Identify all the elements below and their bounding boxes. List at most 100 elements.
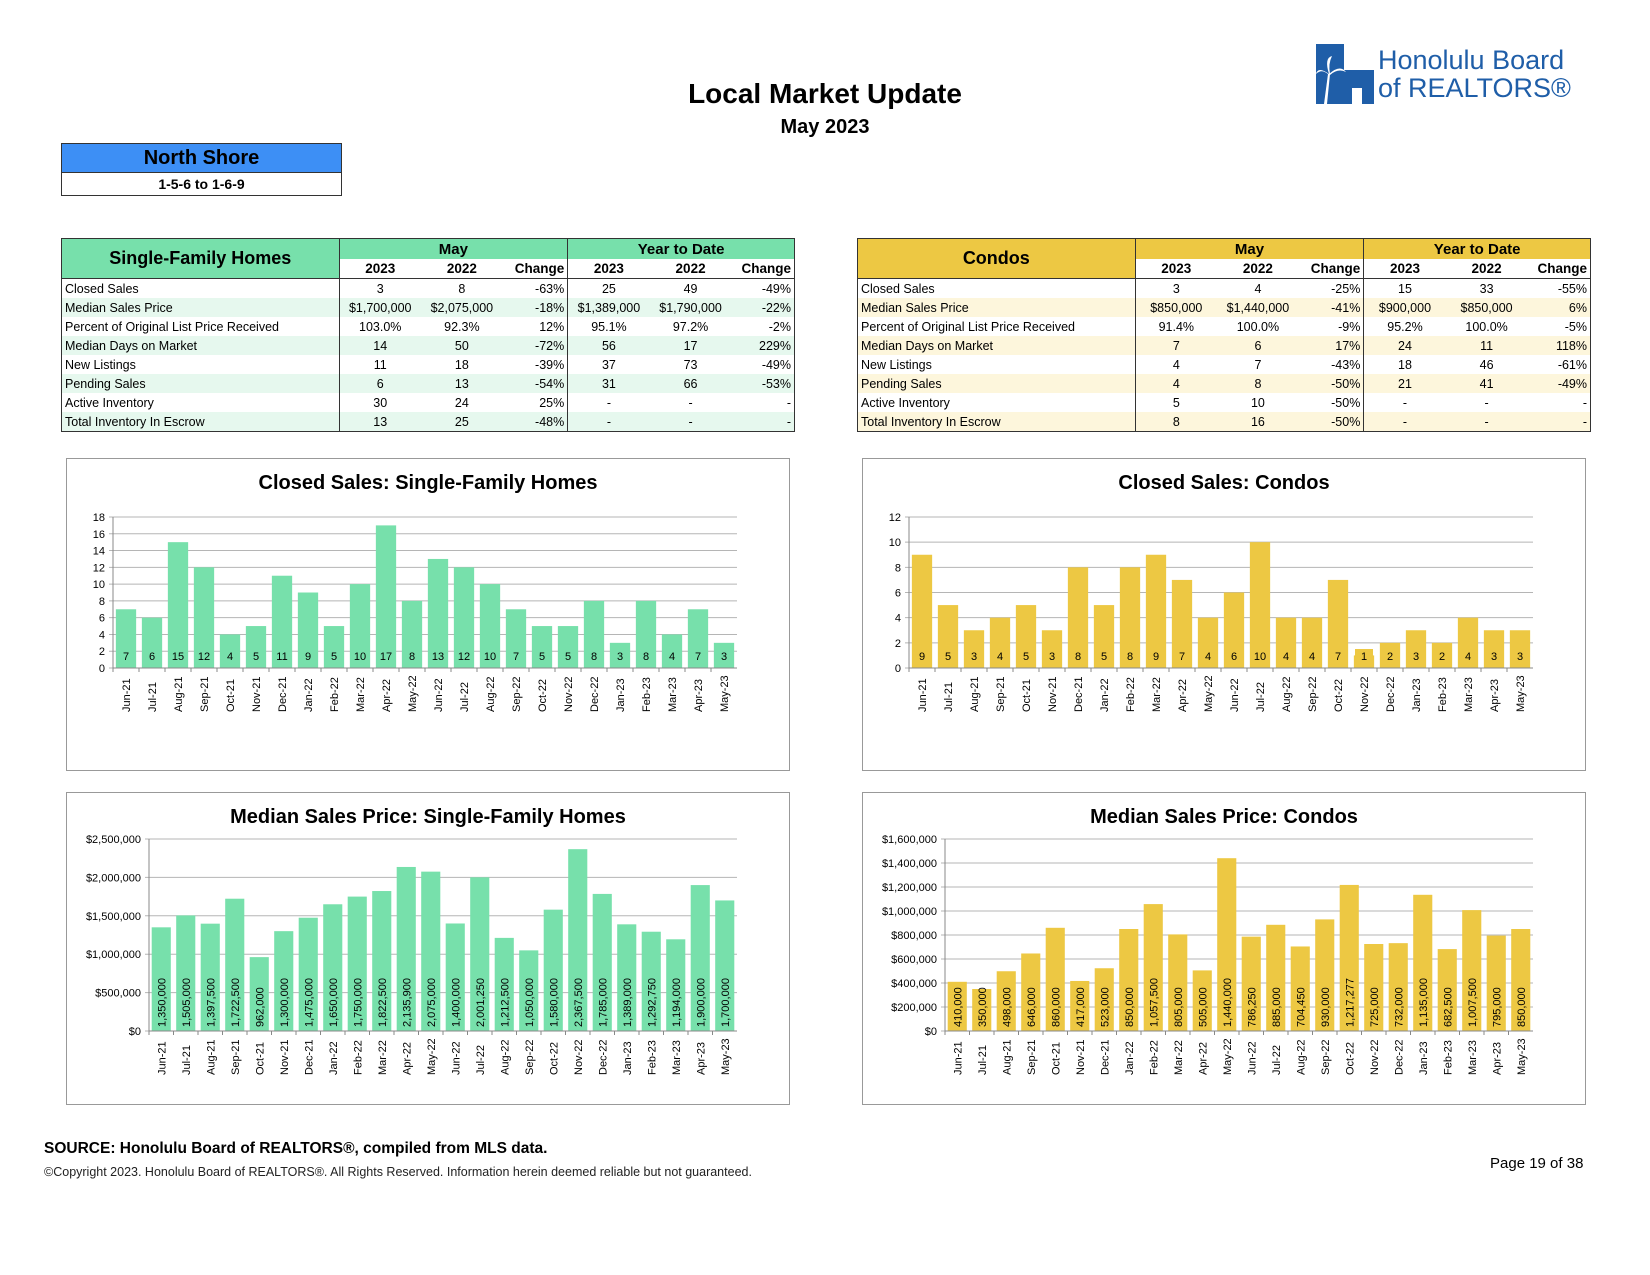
data-label: 8: [643, 651, 649, 663]
data-label: 850,000: [1516, 987, 1528, 1027]
x-tick-label: Aug-21: [969, 677, 981, 712]
data-label-bg: [559, 649, 577, 663]
x-tick-label: Feb-23: [1437, 677, 1449, 712]
bar: [1266, 924, 1286, 1031]
bar: [1171, 579, 1193, 668]
table-cell: 95.2%: [1363, 317, 1446, 336]
bar: [1143, 904, 1163, 1031]
x-tick-label: Dec-22: [1393, 1040, 1405, 1075]
table-cell: 21: [1363, 374, 1446, 393]
table-cell: 17: [649, 336, 732, 355]
data-label: 350,000: [977, 987, 989, 1027]
sfh-stats-table: Single-Family Homes May Year to Date 202…: [61, 238, 795, 432]
bar: [1145, 554, 1167, 668]
row-label: Percent of Original List Price Received: [857, 317, 1136, 336]
y-tick-label: 8: [895, 562, 901, 574]
x-tick-label: Nov-21: [279, 1040, 291, 1075]
data-label-bg: [1459, 649, 1477, 663]
data-label: 505,000: [1197, 987, 1209, 1027]
x-tick-label: Jul-21: [181, 1045, 193, 1075]
data-label-bg: [429, 649, 447, 663]
data-label: 646,000: [1026, 987, 1038, 1027]
x-tick-label: Dec-22: [1385, 677, 1397, 712]
table-row: Pending Sales 4 8 -50% 21 41 -49%: [857, 374, 1591, 393]
y-tick-label: 6: [99, 613, 105, 625]
bar: [1217, 858, 1237, 1031]
data-label: 3: [721, 651, 727, 663]
data-label: 4: [1465, 651, 1471, 663]
table-cell: 12%: [502, 317, 568, 336]
row-label: Median Sales Price: [61, 298, 340, 317]
table-cell: $1,440,000: [1216, 298, 1299, 317]
table-cell: 7: [1135, 336, 1217, 355]
table-cell: 100.0%: [1216, 317, 1299, 336]
y-tick-label: $1,500,000: [86, 911, 141, 923]
data-label: 6: [149, 651, 155, 663]
data-label-bg: [195, 649, 213, 663]
data-label: 1,212,500: [499, 978, 511, 1027]
table-cell: 46: [1445, 355, 1528, 374]
table-row: Percent of Original List Price Received 9…: [857, 317, 1591, 336]
data-label-bg: [939, 649, 957, 663]
bar: [1070, 980, 1090, 1031]
bar: [470, 877, 490, 1031]
bar: [1462, 910, 1482, 1031]
table-cell: 97.2%: [649, 317, 732, 336]
y-tick-label: $2,500,000: [86, 834, 141, 846]
x-tick-label: Dec-21: [277, 677, 289, 712]
x-tick-label: Aug-22: [1281, 677, 1293, 712]
data-label: 12: [458, 651, 470, 663]
data-label: 1,217,277: [1344, 978, 1356, 1027]
y-tick-label: $0: [925, 1026, 937, 1038]
x-tick-label: Dec-22: [589, 677, 601, 712]
table-cell: 95.1%: [567, 317, 650, 336]
data-label-bg: [965, 649, 983, 663]
x-tick-label: Sep-21: [230, 1040, 242, 1075]
y-tick-label: 6: [895, 588, 901, 600]
data-label: 1,440,000: [1222, 978, 1234, 1027]
data-label-bg: [455, 649, 473, 663]
bar: [715, 900, 735, 1031]
bar: [1192, 970, 1212, 1031]
bar: [298, 917, 318, 1031]
data-label: 6: [1231, 651, 1237, 663]
chart-title: Closed Sales: Condos: [1118, 472, 1329, 494]
x-tick-label: Jul-22: [459, 682, 471, 712]
table-cell: -48%: [502, 412, 568, 432]
col-header: Change: [731, 259, 795, 279]
table-cell: -: [1445, 412, 1528, 432]
data-label-bg: [247, 649, 265, 663]
table-cell: 11: [339, 355, 421, 374]
y-tick-label: $0: [129, 1026, 141, 1038]
data-label: 1,900,000: [695, 978, 707, 1027]
data-label-bg: [507, 649, 525, 663]
y-tick-label: 2: [99, 646, 105, 658]
x-tick-label: Jul-21: [977, 1045, 989, 1075]
table-cell: -49%: [731, 278, 795, 298]
row-label: New Listings: [61, 355, 340, 374]
x-tick-label: Jul-21: [943, 682, 955, 712]
data-label: 1,650,000: [328, 978, 340, 1027]
bar: [249, 957, 269, 1031]
x-tick-label: Feb-22: [352, 1040, 364, 1075]
x-tick-label: Jun-22: [433, 678, 445, 712]
x-tick-label: Mar-22: [377, 1040, 389, 1075]
data-label-bg: [611, 649, 629, 663]
table-cell: 73: [649, 355, 732, 374]
x-tick-label: Dec-21: [303, 1040, 315, 1075]
col-header: Change: [1298, 259, 1364, 279]
data-label: 3: [1517, 651, 1523, 663]
area-box: North Shore 1-5-6 to 1-6-9: [61, 143, 342, 196]
y-tick-label: $600,000: [891, 954, 937, 966]
data-label-bg: [299, 649, 317, 663]
data-label-bg: [637, 649, 655, 663]
x-tick-label: May-23: [1516, 1038, 1528, 1075]
table-cell: 30: [339, 393, 421, 412]
x-tick-label: Mar-22: [1173, 1040, 1185, 1075]
table-cell: -25%: [1298, 278, 1364, 298]
table-cell: -61%: [1527, 355, 1591, 374]
table-cell: 13: [420, 374, 503, 393]
table-cell: -72%: [502, 336, 568, 355]
data-label: 4: [1283, 651, 1289, 663]
x-tick-label: Jan-22: [1099, 678, 1111, 712]
